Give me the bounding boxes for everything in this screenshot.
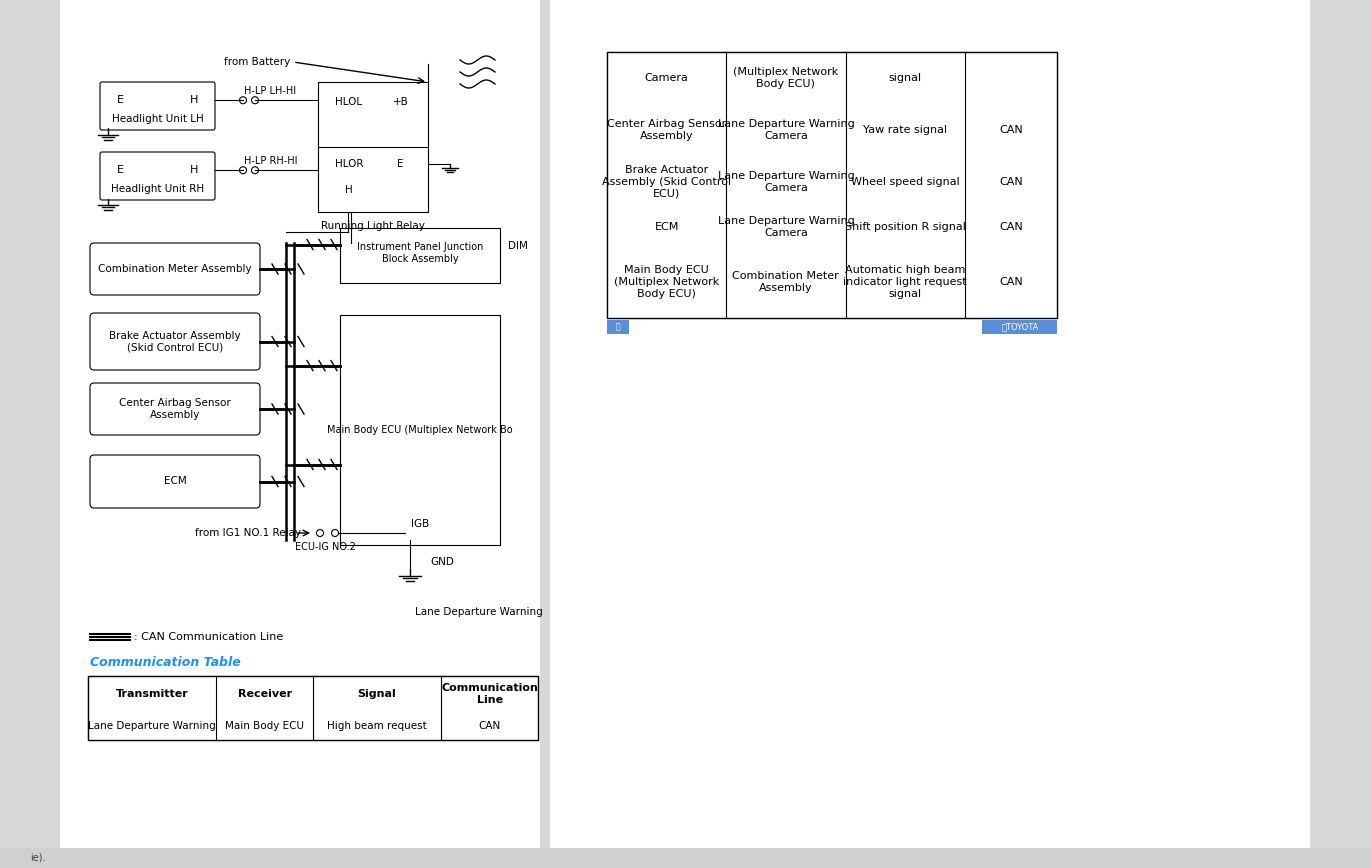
Text: Wheel speed signal: Wheel speed signal bbox=[851, 177, 960, 187]
Text: Yaw rate signal: Yaw rate signal bbox=[864, 125, 947, 135]
Text: E: E bbox=[117, 165, 125, 175]
Text: from IG1 NO.1 Relay: from IG1 NO.1 Relay bbox=[195, 528, 302, 538]
Text: Combination Meter
Assembly: Combination Meter Assembly bbox=[732, 271, 839, 293]
Bar bbox=[607, 52, 1057, 318]
Text: Camera: Camera bbox=[644, 73, 688, 83]
Text: Lane Departure Warning
Camera: Lane Departure Warning Camera bbox=[717, 119, 854, 141]
Bar bbox=[340, 315, 500, 545]
Text: ECU-IG NO.2: ECU-IG NO.2 bbox=[295, 542, 355, 552]
Text: H: H bbox=[345, 185, 352, 195]
FancyBboxPatch shape bbox=[90, 243, 260, 295]
Text: Brake Actuator
Assembly (Skid Control
ECU): Brake Actuator Assembly (Skid Control EC… bbox=[602, 166, 731, 199]
Text: DIM: DIM bbox=[509, 241, 528, 251]
Text: Lane Departure Warning: Lane Departure Warning bbox=[88, 721, 217, 731]
Text: IGB: IGB bbox=[411, 519, 429, 529]
Text: from Battery: from Battery bbox=[223, 57, 291, 67]
Text: Main Body ECU (Multiplex Network Bo: Main Body ECU (Multiplex Network Bo bbox=[328, 425, 513, 435]
Text: H: H bbox=[191, 165, 199, 175]
Text: CAN: CAN bbox=[999, 177, 1023, 187]
Bar bbox=[318, 82, 428, 212]
Bar bbox=[607, 104, 1057, 156]
Bar bbox=[88, 676, 537, 712]
Text: E: E bbox=[398, 159, 403, 169]
Bar bbox=[550, 0, 1371, 868]
Bar bbox=[340, 228, 500, 283]
Text: Lane Departure Warning
Camera: Lane Departure Warning Camera bbox=[717, 216, 854, 238]
Bar bbox=[607, 156, 1057, 208]
Text: Main Body ECU: Main Body ECU bbox=[225, 721, 304, 731]
FancyBboxPatch shape bbox=[90, 313, 260, 370]
Text: Receiver: Receiver bbox=[237, 689, 292, 699]
Bar bbox=[0, 848, 1371, 868]
Text: CAN: CAN bbox=[999, 222, 1023, 232]
Bar bbox=[88, 676, 537, 740]
Text: Automatic high beam
indicator light request
signal: Automatic high beam indicator light requ… bbox=[843, 266, 967, 299]
Text: Center Airbag Sensor
Assembly: Center Airbag Sensor Assembly bbox=[607, 119, 727, 141]
Bar bbox=[0, 0, 540, 868]
Text: ECM: ECM bbox=[163, 477, 186, 486]
Text: CAN: CAN bbox=[999, 125, 1023, 135]
Bar bbox=[607, 320, 629, 334]
Bar bbox=[982, 320, 1057, 334]
Bar bbox=[1311, 0, 1371, 868]
Text: Communication
Line: Communication Line bbox=[441, 683, 537, 705]
Text: Brake Actuator Assembly
(Skid Control ECU): Brake Actuator Assembly (Skid Control EC… bbox=[110, 331, 241, 352]
Text: Headlight Unit RH: Headlight Unit RH bbox=[111, 184, 204, 194]
Text: Transmitter: Transmitter bbox=[115, 689, 188, 699]
Bar bbox=[88, 712, 537, 740]
Text: Combination Meter Assembly: Combination Meter Assembly bbox=[99, 264, 252, 274]
Text: Headlight Unit LH: Headlight Unit LH bbox=[111, 115, 203, 124]
Text: signal: signal bbox=[888, 73, 921, 83]
Text: Shift position R signal: Shift position R signal bbox=[845, 222, 965, 232]
FancyBboxPatch shape bbox=[100, 82, 215, 130]
Text: Running Light Relay: Running Light Relay bbox=[321, 221, 425, 231]
Bar bbox=[607, 208, 1057, 246]
FancyBboxPatch shape bbox=[90, 383, 260, 435]
Text: High beam request: High beam request bbox=[328, 721, 426, 731]
Text: Lane Departure Warning
Camera: Lane Departure Warning Camera bbox=[717, 171, 854, 193]
Text: Lane Departure Warning: Lane Departure Warning bbox=[415, 607, 543, 617]
Text: Communication Table: Communication Table bbox=[90, 655, 241, 668]
FancyBboxPatch shape bbox=[100, 152, 215, 200]
Text: H-LP RH-HI: H-LP RH-HI bbox=[244, 156, 298, 167]
Text: Signal: Signal bbox=[358, 689, 396, 699]
Text: CAN: CAN bbox=[999, 277, 1023, 287]
Text: Ⓣ: Ⓣ bbox=[616, 323, 620, 332]
Text: (Multiplex Network
Body ECU): (Multiplex Network Body ECU) bbox=[733, 67, 839, 89]
Text: +B: +B bbox=[392, 97, 409, 107]
Text: Main Body ECU
(Multiplex Network
Body ECU): Main Body ECU (Multiplex Network Body EC… bbox=[614, 266, 720, 299]
Text: ⓉTOYOTA: ⓉTOYOTA bbox=[1001, 323, 1039, 332]
Text: GND: GND bbox=[430, 557, 454, 567]
Text: : CAN Communication Line: : CAN Communication Line bbox=[134, 632, 284, 642]
Text: HLOL: HLOL bbox=[336, 97, 362, 107]
Bar bbox=[607, 52, 1057, 104]
Bar bbox=[0, 0, 540, 868]
Text: Center Airbag Sensor
Assembly: Center Airbag Sensor Assembly bbox=[119, 398, 230, 420]
Text: E: E bbox=[117, 95, 125, 105]
Text: ECM: ECM bbox=[654, 222, 679, 232]
Text: H: H bbox=[191, 95, 199, 105]
Bar bbox=[0, 0, 60, 868]
Text: H-LP LH-HI: H-LP LH-HI bbox=[244, 86, 296, 96]
Text: HLOR: HLOR bbox=[335, 159, 363, 169]
Text: Instrument Panel Junction
Block Assembly: Instrument Panel Junction Block Assembly bbox=[356, 242, 483, 264]
FancyBboxPatch shape bbox=[90, 455, 260, 508]
Text: ie).: ie). bbox=[30, 853, 45, 863]
Bar bbox=[607, 246, 1057, 318]
Text: CAN: CAN bbox=[478, 721, 500, 731]
Bar bbox=[540, 0, 550, 868]
